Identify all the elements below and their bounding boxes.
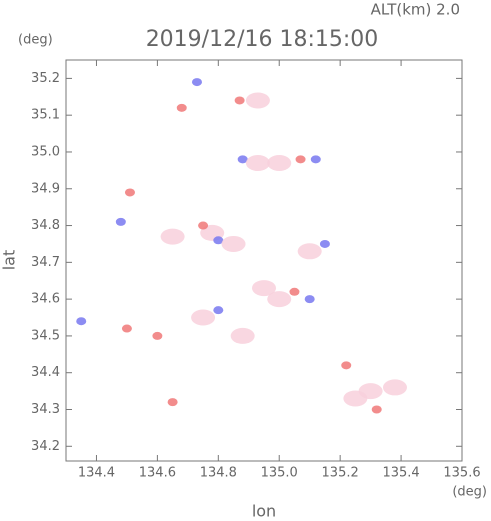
echo-point <box>343 390 368 407</box>
x-tick-label: 134.6 <box>139 466 176 481</box>
echo-point <box>295 155 306 164</box>
x-tick-label: 135.2 <box>322 466 359 481</box>
echo-point <box>319 239 330 248</box>
y-tick-label: 34.9 <box>31 181 60 196</box>
echo-point <box>124 188 135 197</box>
echo-point <box>167 398 178 407</box>
y-tick-label: 34.4 <box>31 365 60 380</box>
y-tick-label: 34.6 <box>31 292 60 307</box>
y-tick-label: 35.0 <box>31 144 60 159</box>
echo-point <box>289 287 300 296</box>
chart-subtitle: ALT(km) 2.0 <box>371 1 460 19</box>
y-unit: (deg) <box>18 33 53 48</box>
y-axis-label: lat <box>0 250 19 271</box>
x-unit: (deg) <box>452 485 487 500</box>
echo-point <box>221 235 246 252</box>
echo-point <box>341 361 352 370</box>
echo-point <box>198 221 209 230</box>
x-tick-label: 135.0 <box>261 466 298 481</box>
echo-point <box>245 155 270 172</box>
echo-point <box>191 78 202 87</box>
y-tick-label: 34.3 <box>31 402 60 417</box>
y-tick-label: 34.2 <box>31 439 60 454</box>
echo-point <box>115 217 126 226</box>
echo-point <box>213 306 224 315</box>
echo-point <box>213 236 224 245</box>
x-tick-label: 135.6 <box>443 466 480 481</box>
y-tick-label: 34.7 <box>31 255 60 270</box>
echo-point <box>245 92 270 109</box>
x-axis-label: lon <box>252 502 276 521</box>
echo-point <box>267 291 292 308</box>
echo-point <box>152 331 163 340</box>
y-tick-label: 34.5 <box>31 328 60 343</box>
echo-point <box>371 405 382 414</box>
echo-point <box>230 327 255 344</box>
echo-point <box>237 155 248 164</box>
y-tick-label: 35.2 <box>31 71 60 86</box>
y-tick-label: 35.1 <box>31 108 60 123</box>
echo-point <box>176 103 187 112</box>
x-tick-label: 135.4 <box>382 466 419 481</box>
echo-point <box>297 243 322 260</box>
echo-point <box>382 379 407 396</box>
echo-point <box>310 155 321 164</box>
plot-frame <box>65 59 463 462</box>
y-tick-label: 34.8 <box>31 218 60 233</box>
x-tick-label: 134.8 <box>200 466 237 481</box>
x-tick-label: 134.4 <box>78 466 115 481</box>
echo-point <box>234 96 245 105</box>
echo-point <box>76 317 87 326</box>
echo-point <box>267 155 292 172</box>
echo-point <box>121 324 132 333</box>
echo-point <box>252 280 276 297</box>
echo-point <box>304 295 315 304</box>
echo-point <box>191 309 216 326</box>
chart-title: 2019/12/16 18:15:00 <box>146 27 379 52</box>
echo-point <box>160 228 185 245</box>
